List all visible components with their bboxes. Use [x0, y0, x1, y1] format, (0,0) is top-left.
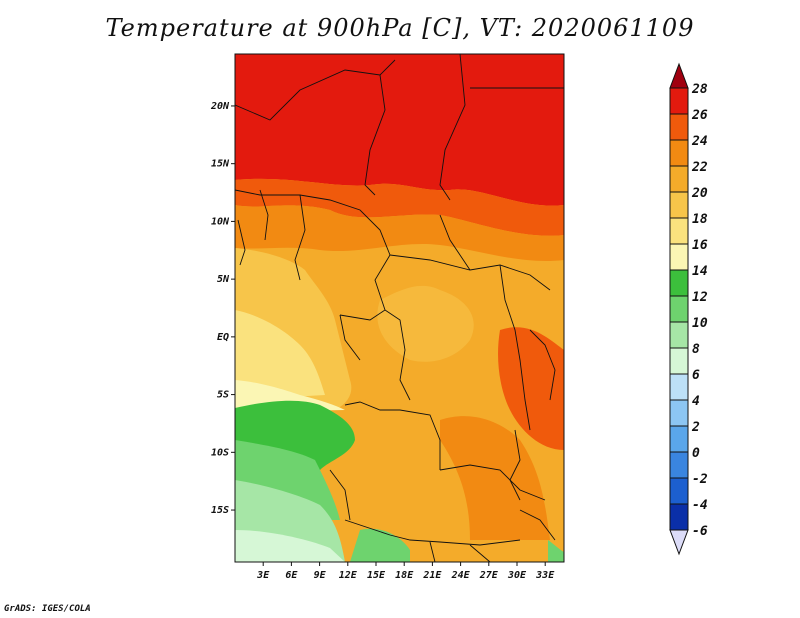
- colorbar-top-arrow: [669, 62, 689, 89]
- colorbar-label: 4: [692, 394, 700, 409]
- colorbar-box: [669, 321, 689, 349]
- colorbar-box: [669, 269, 689, 297]
- colorbar-label: 14: [692, 264, 708, 279]
- colorbar-box: [669, 399, 689, 427]
- country-borders: [235, 54, 564, 562]
- colorbar-label: 0: [692, 446, 700, 461]
- colorbar-label: 16: [692, 238, 708, 253]
- colorbar-label: 12: [692, 290, 708, 305]
- chart-title: Temperature at 900hPa [C], VT: 202006110…: [105, 14, 695, 42]
- colorbar-label: 10: [692, 316, 708, 331]
- temperature-field: [235, 54, 564, 562]
- lon-tick-label: 6E: [285, 570, 298, 581]
- lon-tick-label: 24E: [451, 570, 471, 581]
- colorbar-label: 2: [691, 420, 700, 435]
- colorbar-box: [669, 165, 689, 193]
- lon-tick-label: 12E: [339, 570, 358, 581]
- colorbar-label: 6: [692, 368, 700, 383]
- colorbar-box: [669, 295, 689, 323]
- longitude-axis: 3E 6E 9E 12E 15E 18E 21E 24E 27E 30E 33E: [256, 562, 555, 581]
- lat-tick-label: 20N: [210, 101, 230, 112]
- colorbar-label: 24: [691, 134, 708, 149]
- colorbar-box: [669, 347, 689, 375]
- colorbar-label: 22: [691, 160, 708, 175]
- colorbar-box: [669, 113, 689, 141]
- colorbar-label: 18: [692, 212, 708, 227]
- lon-tick-label: 30E: [507, 570, 527, 581]
- lon-tick-label: 21E: [422, 570, 442, 581]
- colorbar-label: 28: [691, 82, 708, 97]
- colorbar-label: -2: [692, 472, 708, 487]
- map-frame: [234, 53, 565, 563]
- lat-tick-label: EQ: [217, 332, 229, 343]
- lat-tick-label: 10S: [211, 447, 229, 458]
- colorbar-box: [669, 425, 689, 453]
- colorbar-label: 26: [691, 108, 708, 123]
- lat-tick-label: 15N: [211, 159, 230, 170]
- colorbar-box: [669, 191, 689, 219]
- lon-tick-label: 18E: [395, 570, 414, 581]
- colorbar-box: [669, 373, 689, 401]
- lon-tick-label: 3E: [256, 570, 270, 581]
- colorbar-label: 20: [691, 186, 708, 201]
- colorbar-box: [669, 451, 689, 479]
- grads-credit: GrADS: IGES/COLA: [4, 604, 91, 614]
- lat-tick-label: 15S: [211, 505, 229, 516]
- lon-tick-label: 15E: [367, 570, 386, 581]
- colorbar-box: [669, 243, 689, 271]
- colorbar-box: [669, 217, 689, 245]
- latitude-axis: 20N 15N 10N 5N EQ 5S 10S 15S: [210, 101, 235, 516]
- lon-tick-label: 9E: [314, 570, 327, 581]
- colorbar-label: -4: [692, 498, 708, 513]
- lon-tick-label: 33E: [535, 570, 555, 581]
- colorbar-box: [669, 87, 689, 115]
- colorbar-label: 8: [692, 342, 700, 357]
- lat-tick-label: 10N: [211, 216, 230, 227]
- lat-tick-label: 5S: [217, 390, 229, 401]
- lon-tick-label: 27E: [479, 570, 499, 581]
- colorbar-bottom-arrow: [669, 529, 689, 556]
- lat-tick-label: 5N: [217, 274, 230, 285]
- colorbar-box: [669, 503, 689, 531]
- colorbar-box: [669, 139, 689, 167]
- colorbar-box: [669, 477, 689, 505]
- colorbar-label: -6: [692, 524, 708, 539]
